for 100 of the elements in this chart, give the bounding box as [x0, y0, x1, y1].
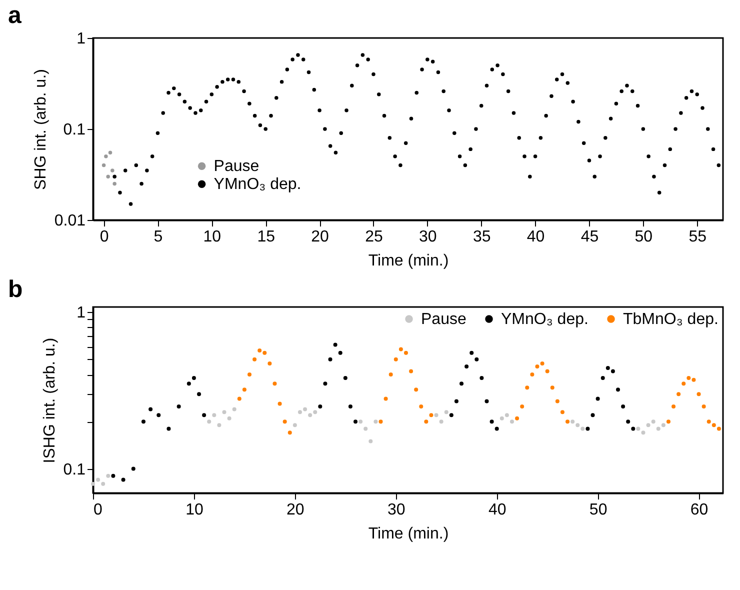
point	[278, 402, 282, 406]
legend-label: Pause	[421, 311, 466, 328]
point	[378, 420, 383, 424]
point	[646, 423, 650, 428]
point	[672, 404, 676, 408]
y-axis-title: SHG int. (arb. u.)	[32, 69, 50, 190]
x-tick-label: 25	[365, 228, 383, 246]
point	[545, 369, 550, 374]
point	[131, 466, 136, 471]
point	[292, 423, 297, 428]
point	[525, 386, 530, 390]
point	[610, 369, 615, 374]
point	[600, 376, 605, 380]
point	[439, 420, 444, 424]
point	[590, 413, 595, 418]
point	[91, 482, 95, 486]
point	[414, 388, 418, 392]
point	[333, 342, 338, 347]
point	[651, 420, 656, 424]
y-tick-label: 0.01	[54, 212, 86, 230]
point	[328, 357, 332, 362]
point	[560, 410, 564, 414]
point	[540, 362, 544, 366]
point	[202, 413, 206, 418]
point	[460, 382, 464, 386]
point	[227, 416, 232, 420]
x-tick-label: 60	[690, 502, 708, 518]
x-axis-title: Time (min.)	[368, 252, 449, 270]
point	[535, 364, 540, 369]
point	[252, 357, 257, 362]
point	[706, 420, 711, 424]
point	[308, 413, 312, 418]
point	[106, 474, 110, 478]
point	[282, 420, 287, 424]
point	[110, 168, 114, 172]
point	[148, 407, 153, 412]
point	[272, 382, 277, 386]
point	[106, 174, 110, 178]
point	[186, 382, 191, 386]
point	[364, 426, 368, 431]
point	[631, 426, 636, 431]
point	[515, 416, 520, 420]
point	[298, 410, 302, 414]
point	[576, 423, 580, 428]
point	[550, 386, 554, 390]
point	[480, 376, 484, 380]
point	[111, 474, 116, 478]
x-tick-label: 10	[186, 502, 204, 518]
y-tick-label: 0.1	[63, 122, 86, 138]
point	[555, 399, 560, 404]
point	[596, 396, 600, 401]
point	[510, 420, 514, 424]
point	[666, 420, 670, 424]
x-tick-label: 55	[688, 228, 707, 246]
point	[242, 388, 246, 392]
point	[566, 420, 570, 424]
legend-label: TbMnO₃ dep.	[623, 311, 718, 328]
point	[222, 410, 226, 414]
point	[616, 388, 620, 392]
point	[207, 420, 212, 424]
point	[404, 350, 408, 355]
x-tick-label: 15	[257, 228, 276, 246]
point	[494, 426, 499, 431]
point	[661, 423, 666, 428]
point	[247, 372, 252, 377]
point	[108, 150, 112, 154]
x-tick-label: 0	[94, 502, 102, 518]
x-tick-label: 40	[488, 502, 506, 518]
point	[484, 399, 489, 404]
point	[444, 410, 448, 414]
point	[530, 372, 534, 377]
x-tick-label: 50	[634, 228, 653, 246]
point	[520, 404, 524, 408]
point	[217, 423, 222, 428]
point	[156, 413, 161, 418]
point	[212, 413, 216, 418]
point	[313, 410, 318, 414]
point	[716, 426, 721, 431]
point	[702, 404, 706, 408]
point	[338, 350, 342, 355]
point	[104, 154, 108, 158]
point	[636, 426, 640, 431]
point	[429, 413, 434, 418]
point	[368, 439, 373, 444]
y-tick-label: 1	[76, 30, 86, 48]
point	[176, 404, 181, 408]
point	[374, 420, 378, 424]
x-tick-label: 0	[100, 228, 109, 246]
x-tick-label: 5	[154, 228, 163, 246]
point	[641, 430, 646, 435]
point	[237, 396, 242, 401]
point	[192, 376, 196, 380]
point	[621, 404, 626, 408]
chart-title: b	[8, 276, 23, 304]
point	[464, 364, 469, 369]
point	[686, 376, 691, 380]
point	[398, 347, 403, 352]
x-tick-label: 10	[203, 228, 222, 246]
point	[712, 423, 716, 428]
point	[96, 478, 100, 482]
